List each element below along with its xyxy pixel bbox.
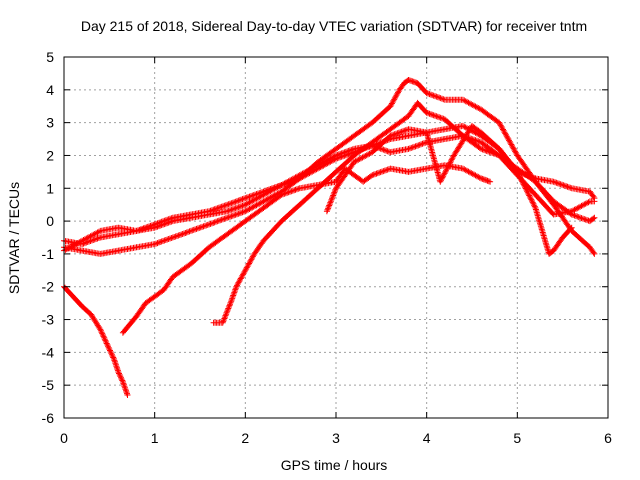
- x-tick-label: 4: [423, 430, 431, 446]
- x-axis-label: GPS time / hours: [281, 457, 388, 473]
- x-tick-label: 2: [241, 430, 249, 446]
- x-tick-label: 5: [513, 430, 521, 446]
- y-tick-label: -2: [42, 279, 55, 295]
- grid-lines: [64, 57, 608, 418]
- chart-title: Day 215 of 2018, Sidereal Day-to-day VTE…: [81, 18, 587, 34]
- y-axis-label: SDTVAR / TECUs: [6, 182, 22, 294]
- data-series: [61, 77, 598, 398]
- data-point-markers: [61, 283, 131, 398]
- y-tick-label: 4: [46, 82, 54, 98]
- series-arc-1: [61, 283, 131, 398]
- y-tick-label: 1: [46, 180, 54, 196]
- y-tick-label: 3: [46, 115, 54, 131]
- axis-ticks: [63, 56, 609, 419]
- y-tick-label: -3: [42, 312, 55, 328]
- x-tick-label: 6: [604, 430, 612, 446]
- data-point-markers: [323, 122, 575, 257]
- y-tick-label: 2: [46, 147, 54, 163]
- y-tick-label: -6: [42, 410, 55, 426]
- y-tick-label: -1: [42, 246, 55, 262]
- y-tick-label: -4: [42, 344, 55, 360]
- x-tick-label: 3: [332, 430, 340, 446]
- x-tick-label: 0: [60, 430, 68, 446]
- series-arc-7: [323, 122, 575, 257]
- x-tick-label: 1: [151, 430, 159, 446]
- y-tick-label: 0: [46, 213, 54, 229]
- tick-labels: 0 1 2 3 4 5 6 -6 -5 -4 -3 -2 -1 0 1 2 3 4 5: [42, 49, 613, 446]
- y-tick-label: -5: [42, 377, 55, 393]
- y-tick-label: 5: [46, 49, 54, 65]
